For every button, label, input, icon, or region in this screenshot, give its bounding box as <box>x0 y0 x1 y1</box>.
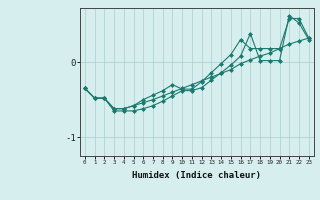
X-axis label: Humidex (Indice chaleur): Humidex (Indice chaleur) <box>132 171 261 180</box>
